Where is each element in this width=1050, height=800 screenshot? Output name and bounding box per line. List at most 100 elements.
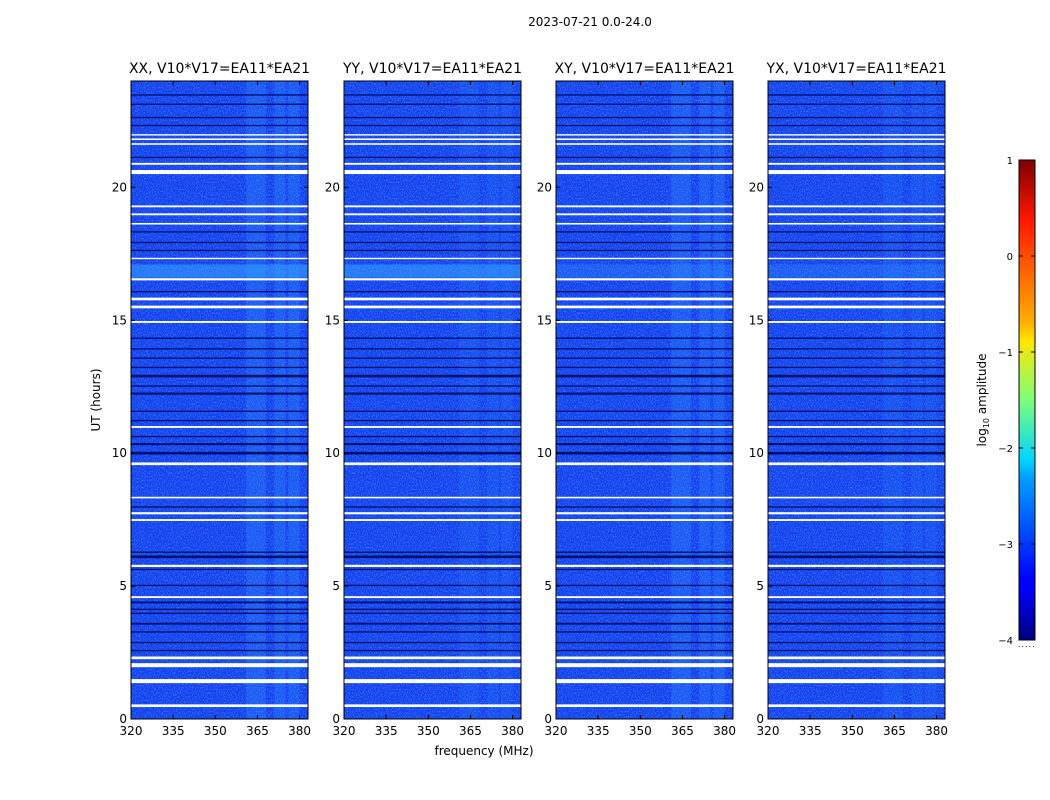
flagged-row: [768, 213, 945, 216]
dark-row: [131, 612, 308, 614]
y-tick-label: 0: [756, 712, 764, 726]
flagged-row: [768, 704, 945, 708]
rfi-band: [925, 81, 937, 719]
dark-row: [768, 555, 945, 559]
flagged-row: [344, 496, 521, 499]
panel-title: XY, V10*V17=EA11*EA21: [554, 61, 734, 77]
dark-row: [344, 608, 521, 611]
flagged-row: [768, 257, 945, 260]
dark-row: [556, 419, 733, 422]
flagged-row: [344, 134, 521, 136]
flagged-row: [131, 321, 308, 323]
x-tick-label: 320: [545, 724, 568, 738]
y-tick-label: 0: [544, 712, 552, 726]
flagged-row: [344, 278, 521, 281]
flagged-row: [344, 257, 521, 260]
flagged-row: [556, 321, 733, 323]
flagged-row: [768, 496, 945, 499]
colorbar-dots: .....: [1018, 640, 1036, 649]
dark-row: [556, 385, 733, 387]
dark-row: [344, 103, 521, 105]
x-tick-label: 365: [671, 724, 694, 738]
dark-row: [768, 374, 945, 378]
flagged-row: [768, 512, 945, 515]
dark-row: [768, 103, 945, 105]
dark-row: [131, 231, 308, 233]
flagged-row: [556, 213, 733, 216]
flagged-row: [768, 305, 945, 309]
dark-row: [344, 116, 521, 119]
dark-row: [556, 241, 733, 244]
dark-row: [344, 451, 521, 455]
dark-row: [344, 156, 521, 159]
dark-row: [556, 443, 733, 446]
dark-row: [556, 601, 733, 604]
y-tick-label: 5: [756, 579, 764, 593]
flagged-row: [768, 162, 945, 165]
dark-row: [344, 231, 521, 233]
rfi-band: [699, 81, 711, 719]
rfi-burst: [131, 264, 308, 278]
dark-row: [131, 419, 308, 422]
y-tick-label: 5: [332, 579, 340, 593]
colorbar-tick-label: −4: [998, 636, 1013, 647]
dark-row: [344, 555, 521, 559]
flagged-row: [768, 596, 945, 599]
dark-row: [768, 612, 945, 614]
panel-3: XY, V10*V17=EA11*EA21 320 335 350 365 380 0 5 10…: [537, 61, 736, 738]
y-tick-label: 15: [749, 313, 764, 327]
rfi-band: [883, 81, 903, 719]
dark-row: [344, 241, 521, 244]
dark-row: [768, 641, 945, 644]
dark-row: [556, 116, 733, 119]
flagged-row: [556, 257, 733, 260]
flagged-row: [768, 426, 945, 428]
flagged-row: [131, 205, 308, 208]
dark-row: [768, 231, 945, 233]
x-tick-label: 320: [333, 724, 356, 738]
panel-title: YY, V10*V17=EA11*EA21: [342, 61, 522, 77]
figure-suptitle: 2023-07-21 0.0-24.0: [528, 15, 652, 29]
flagged-row: [556, 426, 733, 428]
colorbar-label-rest: amplitude: [975, 354, 989, 418]
flagged-row: [768, 170, 945, 175]
flagged-row: [768, 462, 945, 466]
dark-row: [131, 608, 308, 611]
dark-row: [556, 568, 733, 571]
dark-row: [768, 357, 945, 359]
dark-row: [131, 435, 308, 438]
rfi-band: [459, 81, 479, 719]
flagged-row: [131, 134, 308, 136]
dark-row: [344, 385, 521, 387]
dark-row: [556, 366, 733, 369]
dark-row: [344, 641, 521, 644]
flagged-row: [131, 138, 308, 141]
colorbar: ..... 10−1−2−3−4 log10 amplitude: [975, 156, 1036, 649]
rfi-band: [713, 81, 725, 719]
dark-row: [344, 649, 521, 652]
x-tick-label: 320: [120, 724, 143, 738]
dark-row: [131, 649, 308, 652]
panels-group: XX, V10*V17=EA11*EA21 320 335 350 365 380 0 5 10…: [112, 61, 948, 738]
colorbar-label-base: log: [975, 428, 989, 446]
flagged-row: [344, 704, 521, 708]
rfi-band: [288, 81, 300, 719]
dark-row: [131, 241, 308, 244]
x-tick-label: 320: [757, 724, 780, 738]
x-tick-label: 380: [288, 724, 311, 738]
y-tick-label: 10: [325, 446, 340, 460]
flagged-row: [768, 205, 945, 208]
flagged-row: [131, 596, 308, 599]
dark-row: [768, 568, 945, 571]
dark-row: [344, 124, 521, 127]
x-tick-label: 380: [501, 724, 524, 738]
x-tick-label: 335: [587, 724, 610, 738]
dark-row: [768, 241, 945, 244]
dark-row: [768, 435, 945, 438]
flagged-row: [344, 564, 521, 567]
dark-row: [131, 551, 308, 553]
dark-row: [131, 506, 308, 508]
dark-row: [131, 124, 308, 127]
flagged-row: [556, 679, 733, 684]
dark-row: [131, 94, 308, 96]
